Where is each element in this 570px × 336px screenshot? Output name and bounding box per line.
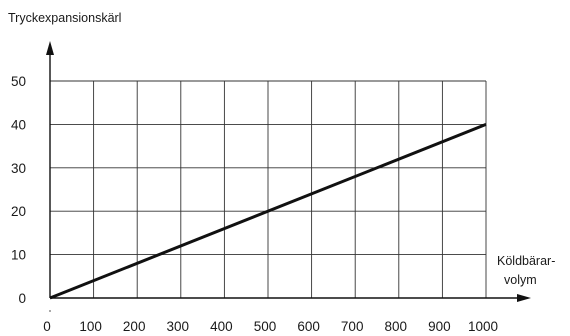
y-tick-label-50: 50 [11,74,26,89]
y-tick-label-40: 40 [11,117,26,132]
chart-axes [46,41,531,312]
chart-grid [50,80,487,298]
x-tick-label-0: 0 [43,319,51,334]
y-tick-label-20: 20 [11,204,26,219]
y-tick-label-30: 30 [11,161,26,176]
x-tick-label-300: 300 [167,319,190,334]
x-axis-label-line1: Köldbärar- [497,254,555,268]
y-axis-label: Tryckexpansionskärl [8,11,121,25]
x-tick-label-400: 400 [210,319,233,334]
y-tick-label-10: 10 [11,248,26,263]
x-tick-label-900: 900 [428,319,451,334]
x-axis-label-line2: volym [504,273,537,287]
x-tick-label-100: 100 [79,319,102,334]
x-tick-label-800: 800 [385,319,408,334]
y-axis-arrow [46,41,54,55]
series-line-0 [49,123,487,300]
series-group [49,123,487,300]
y-tick-label-0: 0 [18,291,26,306]
x-tick-label-200: 200 [123,319,146,334]
x-tick-label-1000: 1000 [468,319,498,334]
x-axis-arrow [517,294,531,302]
x-tick-label-700: 700 [341,319,364,334]
x-tick-label-600: 600 [297,319,320,334]
x-tick-label-500: 500 [254,319,277,334]
